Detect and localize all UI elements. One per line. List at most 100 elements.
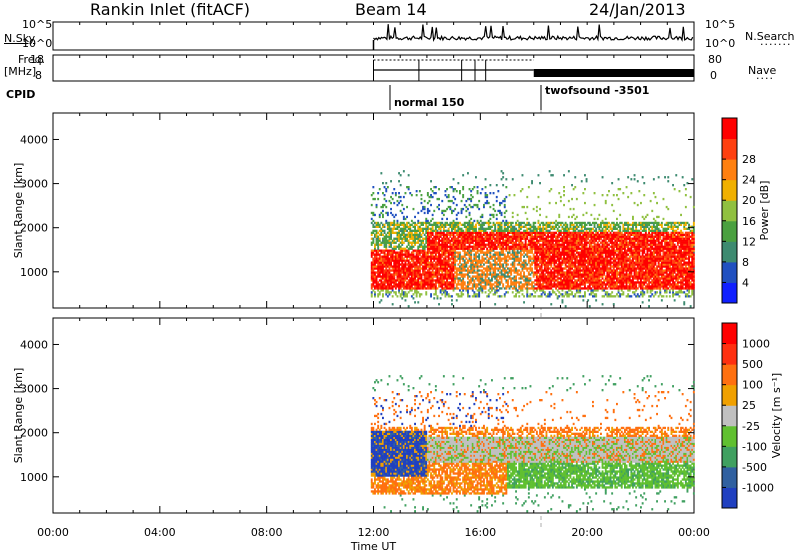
- cell: [374, 235, 376, 238]
- cell: [434, 221, 437, 225]
- cell: [434, 273, 437, 276]
- cell: [479, 235, 482, 238]
- cell: [500, 281, 503, 284]
- cell: [401, 277, 404, 280]
- cell: [587, 289, 590, 292]
- cell: [434, 289, 437, 292]
- cell: [428, 237, 431, 240]
- cell: [465, 199, 468, 203]
- cell: [457, 279, 460, 282]
- cell: [561, 299, 564, 302]
- cell: [467, 289, 469, 292]
- cell: [476, 221, 479, 225]
- cell: [388, 293, 391, 296]
- cell: [455, 255, 458, 258]
- cell: [470, 251, 473, 254]
- cell: [434, 255, 437, 258]
- cell: [401, 203, 404, 207]
- cell: [444, 275, 447, 278]
- cell: [370, 251, 373, 254]
- cell: [460, 271, 463, 274]
- cell: [529, 279, 532, 282]
- cell: [511, 221, 514, 225]
- cell: [399, 279, 402, 282]
- cell: [386, 257, 389, 260]
- cell: [494, 253, 497, 256]
- cell: [433, 249, 436, 252]
- cell: [462, 259, 465, 262]
- cell: [396, 265, 399, 268]
- cell: [417, 235, 420, 238]
- cell: [531, 267, 533, 270]
- cell: [470, 281, 473, 284]
- cell: [529, 265, 532, 268]
- cell: [451, 243, 453, 246]
- cell: [386, 291, 389, 294]
- cell: [566, 237, 569, 240]
- cell: [499, 223, 501, 226]
- cell: [415, 279, 418, 282]
- cell: [499, 277, 501, 280]
- cell: [545, 215, 548, 219]
- cell: [396, 283, 399, 286]
- cell: [402, 195, 405, 199]
- cell: [471, 247, 474, 250]
- cell: [391, 239, 394, 242]
- cell: [489, 281, 492, 284]
- cell: [473, 257, 476, 260]
- cell: [463, 239, 466, 242]
- cell: [503, 287, 506, 290]
- cell: [487, 281, 490, 284]
- cell: [428, 231, 431, 234]
- cell: [406, 287, 408, 290]
- cell: [380, 211, 383, 215]
- cell: [555, 225, 557, 228]
- cell: [584, 283, 586, 286]
- cell: [460, 273, 463, 276]
- cell: [434, 235, 437, 238]
- cell: [415, 223, 418, 226]
- cell: [380, 275, 383, 278]
- cell: [462, 281, 465, 284]
- cell: [377, 249, 380, 252]
- cell: [459, 265, 461, 268]
- cell: [526, 269, 529, 272]
- cell: [375, 243, 378, 246]
- cell: [476, 251, 479, 254]
- cell: [601, 255, 604, 258]
- cell: [428, 287, 431, 290]
- cell: [442, 249, 445, 252]
- cell: [370, 203, 373, 207]
- cell: [415, 291, 418, 294]
- cell: [428, 243, 431, 246]
- cell: [617, 289, 620, 292]
- cell: [390, 231, 392, 234]
- cell: [446, 263, 448, 266]
- cell: [468, 229, 471, 232]
- cell: [380, 255, 383, 258]
- cell: [441, 225, 444, 228]
- cell: [436, 271, 439, 274]
- cell: [532, 275, 535, 278]
- cell: [426, 239, 429, 242]
- cell: [414, 301, 416, 304]
- cell: [471, 245, 474, 248]
- cell: [518, 281, 521, 284]
- cell: [600, 237, 602, 240]
- cell: [383, 273, 386, 276]
- cell: [385, 211, 388, 215]
- cell: [377, 197, 380, 201]
- cell: [500, 253, 503, 256]
- cell: [463, 281, 466, 284]
- cell: [375, 255, 378, 258]
- cell: [423, 233, 426, 236]
- cell: [401, 251, 404, 254]
- cell: [519, 257, 522, 260]
- cell: [401, 281, 404, 284]
- cell: [447, 275, 450, 278]
- cell: [505, 243, 508, 246]
- cell: [423, 221, 426, 225]
- cell: [511, 245, 514, 248]
- cell: [439, 273, 442, 276]
- cell: [406, 229, 408, 232]
